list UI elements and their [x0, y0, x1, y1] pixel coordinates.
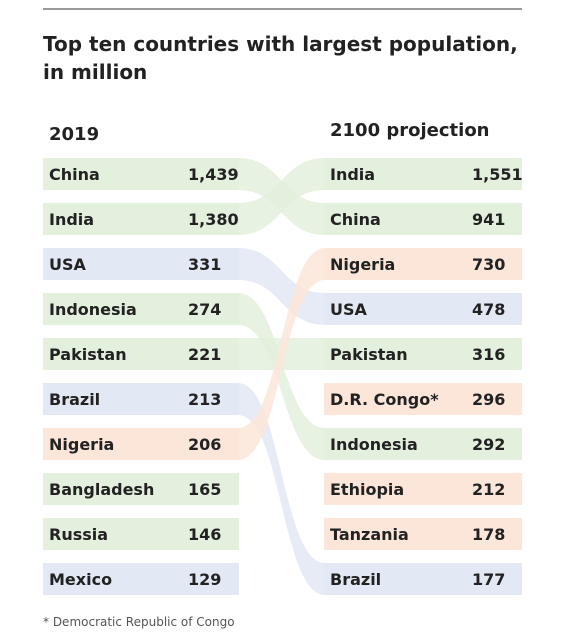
- population-value: 212: [472, 479, 506, 499]
- footnote: * Democratic Republic of Congo: [43, 615, 235, 629]
- population-value: 178: [472, 524, 506, 544]
- left-row-nigeria: Nigeria 206: [43, 428, 239, 460]
- top-rule: [43, 8, 522, 10]
- population-value: 296: [472, 389, 506, 409]
- right-row-pakistan: Pakistan 316: [324, 338, 522, 370]
- country-name: Indonesia: [330, 434, 418, 454]
- left-row-pakistan: Pakistan 221: [43, 338, 239, 370]
- population-value: 146: [188, 524, 222, 544]
- ribbon-nigeria: [238, 248, 325, 460]
- population-value: 331: [188, 254, 222, 274]
- ribbon-india: [238, 158, 325, 235]
- population-value: 177: [472, 569, 506, 589]
- country-name: China: [330, 209, 381, 229]
- ribbon-brazil: [238, 383, 325, 595]
- population-value: 316: [472, 344, 506, 364]
- left-row-indonesia: Indonesia 274: [43, 293, 239, 325]
- population-value: 730: [472, 254, 506, 274]
- population-value: 129: [188, 569, 222, 589]
- population-value: 213: [188, 389, 222, 409]
- population-value: 221: [188, 344, 222, 364]
- country-name: Brazil: [49, 389, 101, 409]
- country-name: India: [49, 209, 95, 229]
- right-row-china: China 941: [324, 203, 522, 235]
- population-value: 165: [188, 479, 222, 499]
- right-row-d-r-congo: D.R. Congo* 296: [324, 383, 522, 415]
- right-row-ethiopia: Ethiopia 212: [324, 473, 522, 505]
- country-name: Ethiopia: [330, 479, 405, 499]
- population-value: 206: [188, 434, 222, 454]
- country-name: Mexico: [49, 569, 113, 589]
- left-row-india: India 1,380: [43, 203, 239, 235]
- country-name: China: [49, 164, 100, 184]
- column-header-2100: 2100 projection: [330, 120, 490, 141]
- population-value: 941: [472, 209, 506, 229]
- right-row-india: India 1,551: [324, 158, 523, 190]
- left-row-mexico: Mexico 129: [43, 563, 239, 595]
- population-value: 1,551: [472, 164, 523, 184]
- country-name: Nigeria: [330, 254, 396, 274]
- chart-title: Top ten countries with largest populatio…: [43, 32, 518, 84]
- country-name: D.R. Congo*: [330, 389, 439, 409]
- population-value: 274: [188, 299, 222, 319]
- right-row-usa: USA 478: [324, 293, 522, 325]
- country-name: Russia: [49, 524, 109, 544]
- population-value: 292: [472, 434, 506, 454]
- right-row-brazil: Brazil 177: [324, 563, 522, 595]
- country-name: Brazil: [330, 569, 382, 589]
- population-value: 478: [472, 299, 506, 319]
- country-name: Bangladesh: [49, 479, 155, 499]
- left-row-russia: Russia 146: [43, 518, 239, 550]
- population-value: 1,380: [188, 209, 239, 229]
- country-name: USA: [330, 299, 367, 319]
- right-row-nigeria: Nigeria 730: [324, 248, 522, 280]
- right-row-tanzania: Tanzania 178: [324, 518, 522, 550]
- country-name: Pakistan: [330, 344, 408, 364]
- ribbon-indonesia: [238, 293, 325, 460]
- column-header-2019: 2019: [49, 124, 100, 145]
- country-name: India: [330, 164, 376, 184]
- left-row-bangladesh: Bangladesh 165: [43, 473, 239, 505]
- country-name: Pakistan: [49, 344, 127, 364]
- country-name: Indonesia: [49, 299, 137, 319]
- left-row-usa: USA 331: [43, 248, 239, 280]
- ribbon-usa: [238, 248, 325, 325]
- country-name: USA: [49, 254, 86, 274]
- country-name: Nigeria: [49, 434, 115, 454]
- right-row-indonesia: Indonesia 292: [324, 428, 522, 460]
- country-name: Tanzania: [330, 524, 409, 544]
- left-row-china: China 1,439: [43, 158, 239, 190]
- left-row-brazil: Brazil 213: [43, 383, 239, 415]
- population-value: 1,439: [188, 164, 239, 184]
